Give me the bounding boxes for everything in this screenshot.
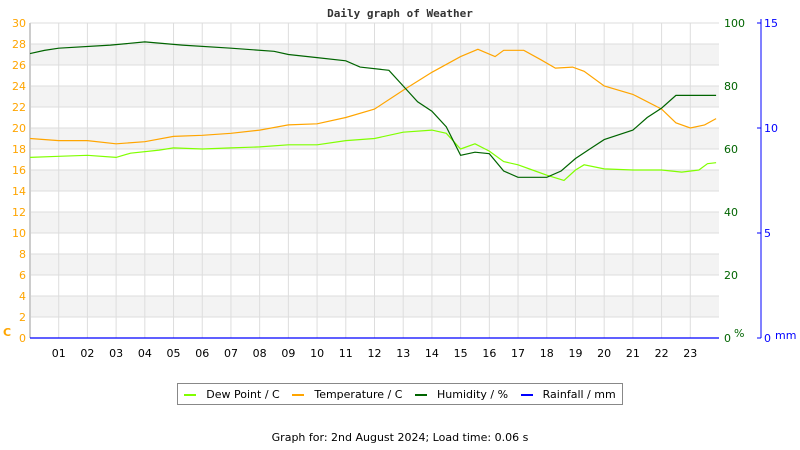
left-tick-label: 8 xyxy=(19,248,26,261)
left-tick-label: 24 xyxy=(12,80,26,93)
x-tick-label: 23 xyxy=(683,347,697,360)
x-tick-label: 07 xyxy=(224,347,238,360)
x-tick-label: 05 xyxy=(167,347,181,360)
series-line-temperature xyxy=(29,48,717,145)
left-tick-label: 12 xyxy=(12,206,26,219)
left-tick-label: 4 xyxy=(19,290,26,303)
rain-unit-label: mm xyxy=(775,329,796,342)
rain-tick-label: 0 xyxy=(764,332,771,345)
left-tick-label: 10 xyxy=(12,227,26,240)
x-tick-label: 06 xyxy=(195,347,209,360)
x-tick-label: 04 xyxy=(138,347,152,360)
x-tick-label: 16 xyxy=(482,347,496,360)
legend-item-temperature: Temperature / C xyxy=(292,388,402,401)
x-tick-label: 01 xyxy=(52,347,66,360)
left-tick-label: 26 xyxy=(12,59,26,72)
left-tick-label: 22 xyxy=(12,101,26,114)
humidity-unit-label: % xyxy=(734,327,744,340)
left-tick-label: 0 xyxy=(19,332,26,345)
left-tick-label: 30 xyxy=(12,17,26,30)
temperature-swatch xyxy=(292,393,305,396)
rainfall-swatch xyxy=(520,393,533,396)
humidity-tick-label: 40 xyxy=(724,206,738,219)
legend: Dew Point / C Temperature / C Humidity /… xyxy=(177,383,623,405)
legend-label: Temperature / C xyxy=(314,387,403,401)
legend-label: Humidity / % xyxy=(437,387,509,401)
x-tick-label: 21 xyxy=(626,347,640,360)
legend-label: Dew Point / C xyxy=(206,387,280,401)
left-tick-label: 28 xyxy=(12,38,26,51)
x-tick-label: 11 xyxy=(339,347,353,360)
left-tick-label: 16 xyxy=(12,164,26,177)
x-tick-label: 14 xyxy=(425,347,439,360)
x-tick-label: 09 xyxy=(281,347,295,360)
humidity-swatch xyxy=(415,393,428,396)
rain-tick-label: 15 xyxy=(764,17,778,30)
left-unit-label: C xyxy=(3,326,11,339)
legend-item-dew-point: Dew Point / C xyxy=(184,387,280,401)
left-tick-label: 14 xyxy=(12,185,26,198)
x-tick-label: 18 xyxy=(540,347,554,360)
x-tick-label: 15 xyxy=(454,347,468,360)
dew-point-swatch xyxy=(184,393,197,396)
chart-title: Daily graph of Weather xyxy=(327,7,473,20)
left-tick-label: 18 xyxy=(12,143,26,156)
footer-text: Graph for: 2nd August 2024; Load time: 0… xyxy=(271,431,529,444)
humidity-tick-label: 80 xyxy=(724,80,738,93)
x-tick-label: 10 xyxy=(310,347,324,360)
humidity-tick-label: 100 xyxy=(724,17,745,30)
legend-label: Rainfall / mm xyxy=(542,387,616,401)
series-line-humidity xyxy=(29,41,717,178)
legend-item-humidity: Humidity / % xyxy=(415,388,508,401)
x-tick-label: 12 xyxy=(368,347,382,360)
humidity-tick-label: 0 xyxy=(724,332,731,345)
x-tick-label: 22 xyxy=(655,347,669,360)
left-tick-label: 2 xyxy=(19,311,26,324)
x-tick-label: 03 xyxy=(109,347,123,360)
humidity-tick-label: 60 xyxy=(724,143,738,156)
left-tick-label: 6 xyxy=(19,269,26,282)
rain-tick-label: 5 xyxy=(764,227,771,240)
x-tick-label: 02 xyxy=(80,347,94,360)
x-tick-label: 19 xyxy=(568,347,582,360)
legend-item-rainfall: Rainfall / mm xyxy=(520,387,616,401)
x-tick-label: 13 xyxy=(396,347,410,360)
left-tick-label: 20 xyxy=(12,122,26,135)
x-tick-label: 20 xyxy=(597,347,611,360)
humidity-tick-label: 20 xyxy=(724,269,738,282)
x-tick-label: 17 xyxy=(511,347,525,360)
rain-tick-label: 10 xyxy=(764,122,778,135)
x-tick-label: 08 xyxy=(253,347,267,360)
